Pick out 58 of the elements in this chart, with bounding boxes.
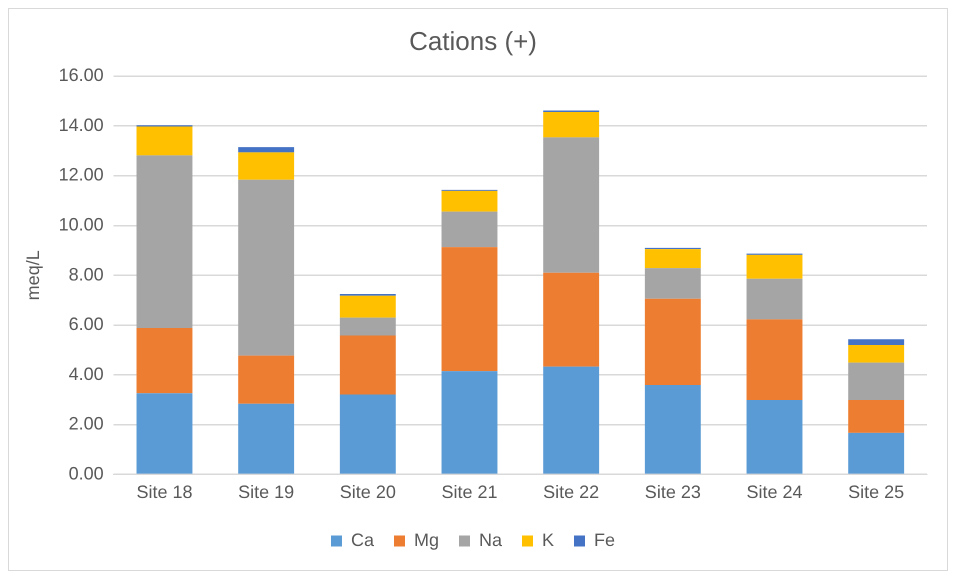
x-tick-label: Site 19	[238, 482, 294, 502]
bar	[136, 126, 192, 156]
bar	[442, 212, 498, 248]
y-tick-label: 0.00	[68, 463, 104, 484]
bar	[340, 336, 396, 395]
bar	[746, 278, 802, 320]
bar	[644, 385, 701, 474]
bar	[644, 249, 701, 268]
x-tick-label: Site 25	[848, 482, 904, 502]
bar	[543, 112, 600, 138]
bar	[848, 344, 904, 363]
x-tick-label: Site 18	[136, 482, 192, 502]
x-tick-label: Site 21	[441, 482, 498, 502]
bar	[136, 328, 192, 394]
bar	[136, 393, 192, 474]
bar	[136, 155, 192, 328]
y-tick-label: 14.00	[58, 114, 104, 135]
legend-label: Fe	[594, 530, 616, 550]
bar	[848, 362, 904, 400]
bar	[543, 366, 600, 474]
y-tick-label: 16.00	[58, 65, 104, 86]
x-tick-label: Site 24	[746, 482, 803, 502]
y-tick-label: 6.00	[68, 314, 104, 334]
bar	[340, 296, 396, 318]
bar	[848, 339, 904, 345]
bar	[848, 400, 904, 433]
bar	[644, 298, 701, 386]
legend-label: Mg	[414, 530, 440, 550]
bar	[340, 318, 396, 336]
bar	[238, 147, 294, 152]
bar	[238, 152, 294, 180]
bar	[746, 400, 802, 474]
bar	[746, 319, 802, 400]
bar	[442, 247, 498, 372]
x-tick-label: Site 22	[543, 482, 600, 502]
bar	[238, 404, 294, 474]
bar	[238, 356, 294, 404]
x-tick-label: Site 20	[340, 482, 396, 502]
y-tick-label: 8.00	[68, 264, 104, 284]
legend-label: Na	[478, 530, 503, 550]
chart-title: Cations (+)	[409, 26, 537, 56]
y-tick-label: 2.00	[68, 414, 104, 434]
y-tick-label: 12.00	[58, 164, 104, 185]
y-axis-title: meq/L	[22, 250, 43, 300]
bar	[238, 180, 294, 356]
y-tick-label: 4.00	[68, 364, 104, 384]
bar	[543, 272, 600, 367]
bar	[340, 394, 396, 474]
bar	[442, 371, 498, 474]
bar	[442, 190, 498, 212]
bar	[746, 254, 802, 279]
legend-label: K	[542, 530, 554, 550]
bar	[644, 268, 701, 299]
bar	[848, 432, 904, 474]
legend-label: Ca	[350, 530, 375, 550]
y-tick-label: 10.00	[58, 214, 104, 234]
x-tick-label: Site 23	[644, 482, 701, 502]
bar	[543, 137, 600, 273]
